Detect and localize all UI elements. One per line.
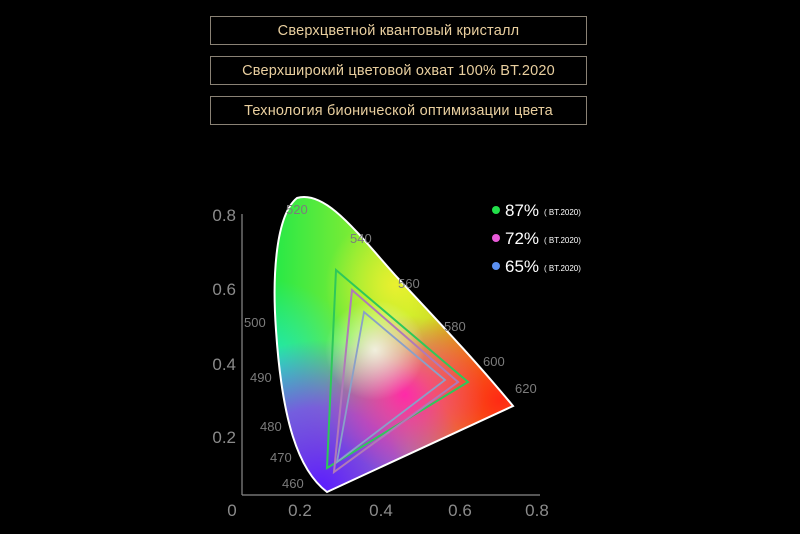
x-tick-1: 0.2 [288, 501, 312, 520]
wavelength-label: 600 [483, 354, 505, 369]
y-tick-2: 0.4 [212, 355, 236, 374]
x-tick-0: 0 [227, 501, 236, 520]
legend-standard-87: ( BT.2020) [544, 208, 581, 217]
feature-label: Сверхширокий цветовой охват 100% BT.2020 [242, 62, 555, 79]
wavelength-label: 620 [515, 381, 537, 396]
y-tick-3: 0.2 [212, 428, 236, 447]
wavelength-label: 500 [244, 315, 266, 330]
wavelength-label: 580 [444, 319, 466, 334]
legend-percent-72: 72% [505, 229, 539, 248]
legend-dot-72 [492, 234, 500, 242]
gamut-triangle-65 [335, 310, 447, 465]
legend-dot-87 [492, 206, 500, 214]
wavelength-label: 460 [282, 476, 304, 491]
wavelength-label: 540 [350, 231, 372, 246]
wavelength-label: 470 [270, 450, 292, 465]
wavelength-labels: 520 540 560 580 600 620 500 490 480 470 … [244, 202, 537, 491]
y-tick-0: 0.8 [212, 206, 236, 225]
y-tick-1: 0.6 [212, 280, 236, 299]
gamut-triangle-72 [332, 287, 460, 475]
feature-label: Технология бионической оптимизации цвета [244, 102, 553, 119]
wavelength-label: 480 [260, 419, 282, 434]
x-tick-3: 0.6 [448, 501, 472, 520]
legend-standard-65: ( BT.2020) [544, 264, 581, 273]
wavelength-label: 560 [398, 276, 420, 291]
feature-label: Сверхцветной квантовый кристалл [277, 22, 520, 39]
x-tick-2: 0.4 [369, 501, 393, 520]
wavelength-label: 490 [250, 370, 272, 385]
feature-box-quantum-crystal: Сверхцветной квантовый кристалл [210, 16, 587, 45]
feature-box-color-gamut: Сверхширокий цветовой охват 100% BT.2020 [210, 56, 587, 85]
axes: 0 0.2 0.4 0.6 0.8 0.8 0.6 0.4 0.2 [212, 206, 548, 520]
legend-percent-65: 65% [505, 257, 539, 276]
legend-percent-87: 87% [505, 201, 539, 220]
spectral-locus-outline [273, 195, 515, 494]
legend-dot-65 [492, 262, 500, 270]
feature-box-bionic-optimization: Технология бионической оптимизации цвета [210, 96, 587, 125]
wavelength-label: 520 [286, 202, 308, 217]
x-tick-4: 0.8 [525, 501, 549, 520]
legend: 87% ( BT.2020) 72% ( BT.2020) 65% ( BT.2… [492, 201, 581, 276]
legend-standard-72: ( BT.2020) [544, 236, 581, 245]
